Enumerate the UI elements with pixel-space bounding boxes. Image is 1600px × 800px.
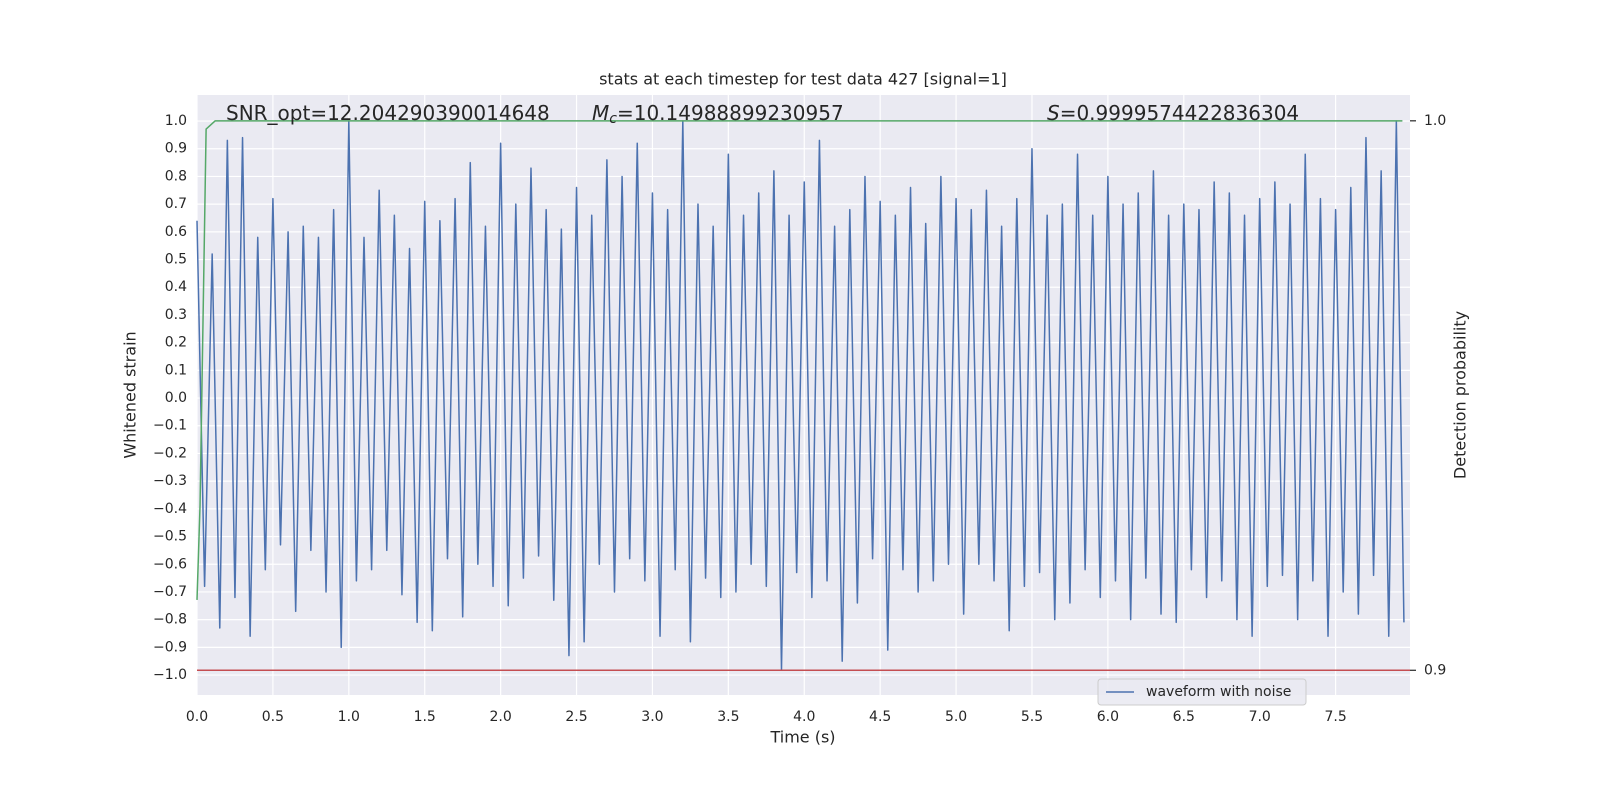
x-axis-label: Time (s) bbox=[769, 728, 835, 747]
legend-box bbox=[1097, 678, 1307, 706]
y-axis-label: Whitened strain bbox=[121, 331, 140, 458]
y-tick-label: −0.9 bbox=[153, 639, 187, 655]
grid bbox=[196, 95, 1410, 695]
x-tick-label: 1.5 bbox=[414, 709, 436, 725]
y-tick-label: −0.4 bbox=[153, 501, 187, 517]
x-tick-label: 4.5 bbox=[869, 709, 891, 725]
series-line bbox=[196, 120, 1403, 600]
annotation: S=0.9999574422836304 bbox=[1047, 101, 1299, 125]
series-layer bbox=[196, 120, 1410, 672]
y-tick-label: 0.8 bbox=[165, 168, 187, 184]
y-tick-label: 0.5 bbox=[165, 252, 187, 268]
x-tick-label: 6.5 bbox=[1173, 709, 1195, 725]
y-tick-label: −0.1 bbox=[153, 418, 187, 434]
x-tick-label: 3.5 bbox=[717, 709, 739, 725]
x-tick-label: 0.5 bbox=[262, 709, 284, 725]
x-tick-label: 7.0 bbox=[1249, 709, 1271, 725]
y-tick-label: 0.4 bbox=[165, 279, 187, 295]
x-tick-label: 5.5 bbox=[1021, 709, 1043, 725]
y2-tick-label: 1.0 bbox=[1424, 113, 1446, 129]
y-tick-label: 0.1 bbox=[165, 362, 187, 378]
x-tick-label: 2.5 bbox=[565, 709, 587, 725]
y-tick-label: 0.2 bbox=[165, 335, 187, 351]
series-line bbox=[196, 120, 1405, 671]
x-tick-label: 1.0 bbox=[338, 709, 360, 725]
y-tick-label: 0.0 bbox=[165, 390, 187, 406]
x-tick-label: 5.0 bbox=[945, 709, 967, 725]
y-tick-label: −0.6 bbox=[153, 556, 187, 572]
legend-label: waveform with noise bbox=[1146, 684, 1291, 700]
y-tick-label: 1.0 bbox=[165, 113, 187, 129]
annotation-text: =0.9999574422836304 bbox=[1060, 101, 1299, 125]
annotation-subscript: c bbox=[609, 111, 617, 127]
y-tick-label: −0.2 bbox=[153, 445, 187, 461]
x-tick-label: 7.5 bbox=[1324, 709, 1346, 725]
y-tick-label: 0.7 bbox=[165, 196, 187, 212]
y-tick-label: −0.3 bbox=[153, 473, 187, 489]
y-tick-label: 0.6 bbox=[165, 224, 187, 240]
x-tick-label: 0.0 bbox=[186, 709, 208, 725]
y2-axis-label: Detection probability bbox=[1451, 311, 1470, 479]
y-tick-label: 0.3 bbox=[165, 307, 187, 323]
y-tick-label: −1.0 bbox=[153, 667, 187, 683]
y-tick-label: 0.9 bbox=[165, 141, 187, 157]
x-tick-label: 3.0 bbox=[641, 709, 663, 725]
y-tick-label: −0.7 bbox=[153, 584, 187, 600]
x-tick-label: 6.0 bbox=[1097, 709, 1119, 725]
legend: waveform with noise bbox=[1097, 678, 1307, 706]
annotation-symbol: S bbox=[1047, 101, 1060, 125]
y-tick-label: −0.5 bbox=[153, 529, 187, 545]
annotation: Mc=10.14988899230957 bbox=[592, 101, 844, 128]
y-tick-label: −0.8 bbox=[153, 612, 187, 628]
annotation-text: SNR_opt=12.204290390014648 bbox=[226, 101, 550, 125]
annotation: SNR_opt=12.204290390014648 bbox=[226, 101, 550, 125]
annotation-text: =10.14988899230957 bbox=[617, 101, 844, 125]
annotation-symbol: M bbox=[592, 101, 609, 125]
y2-tick-label: 0.9 bbox=[1424, 662, 1446, 678]
chart-title: stats at each timestep for test data 427… bbox=[599, 70, 1007, 89]
x-tick-label: 2.0 bbox=[489, 709, 511, 725]
x-tick-label: 4.0 bbox=[793, 709, 815, 725]
